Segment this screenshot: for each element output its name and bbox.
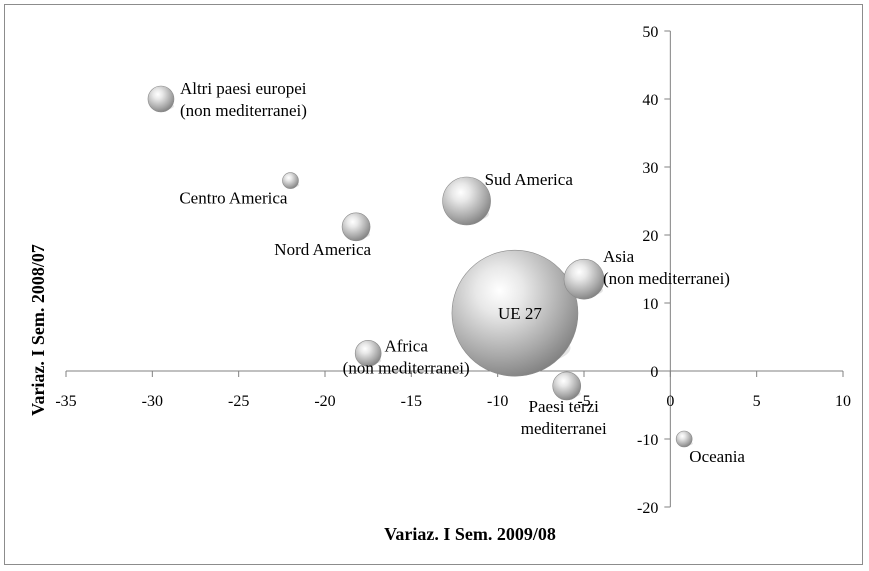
y-axis-title: Variaz. I Sem. 2008/07 <box>28 244 48 416</box>
axes: -35 -30 -25 -20 -15 -10 -5 0 5 10 -20 -10 0 10 20 30 40 5… <box>55 24 851 517</box>
y-tick-label: -20 <box>637 500 658 517</box>
bubble <box>442 176 491 226</box>
x-tick-label: -20 <box>314 393 335 410</box>
x-tick-label: -25 <box>228 393 249 410</box>
y-tick-label: 40 <box>642 92 658 109</box>
x-tick-label: -15 <box>401 393 422 410</box>
bubble <box>552 371 582 401</box>
x-tick-label: -5 <box>577 393 590 410</box>
bubble <box>354 340 382 367</box>
bubble <box>341 212 371 242</box>
y-tick-label: 50 <box>642 24 658 41</box>
bubble <box>675 430 693 448</box>
x-tick-label: 10 <box>835 393 851 410</box>
bubble <box>147 85 175 113</box>
data-label: Nord America <box>274 240 371 259</box>
chart-frame <box>4 4 863 565</box>
data-label: Asia (non mediterranei) <box>603 247 730 288</box>
data-label: UE 27 <box>498 304 542 323</box>
x-tick-label: -35 <box>55 393 76 410</box>
data-label: Sud America <box>485 170 574 189</box>
x-axis-title: Variaz. I Sem. 2009/08 <box>384 524 556 544</box>
data-labels: Altri paesi europei (non mediterranei) Cen… <box>179 79 745 466</box>
x-tick-label: -30 <box>142 393 163 410</box>
data-label: Centro America <box>179 189 288 208</box>
y-tick-label: 20 <box>642 228 658 245</box>
data-label: Altri paesi europei (non mediterranei) <box>180 79 307 120</box>
data-label: Oceania <box>689 447 745 466</box>
x-tick-label: 5 <box>753 393 761 410</box>
x-tick-label: 0 <box>666 393 674 410</box>
data-label: Africa (non mediterranei) <box>343 336 470 377</box>
y-tick-label: 30 <box>642 160 658 177</box>
bubble <box>563 258 605 300</box>
y-tick-label: 10 <box>642 296 658 313</box>
data-label: Paesi terzi mediterranei <box>521 397 607 438</box>
x-tick-label: -10 <box>487 393 508 410</box>
y-tick-label: -10 <box>637 432 658 449</box>
bubble <box>282 172 299 189</box>
y-tick-label: 0 <box>650 364 658 381</box>
bubble <box>451 249 579 377</box>
bubbles <box>147 85 693 448</box>
